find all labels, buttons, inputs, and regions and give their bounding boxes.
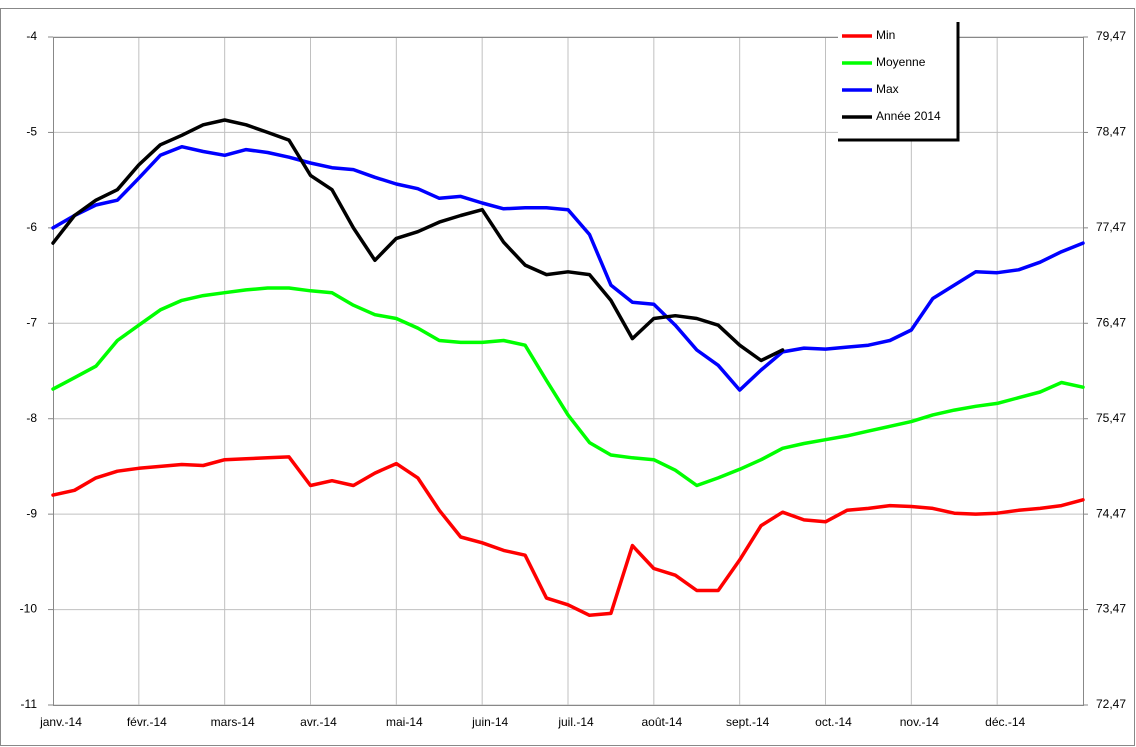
y-tick-label: -9 xyxy=(26,506,37,520)
y2-tick-label: 78,47 xyxy=(1096,125,1126,139)
x-tick-label: nov.-14 xyxy=(900,715,939,729)
x-tick-label: mai-14 xyxy=(386,715,423,729)
series-line xyxy=(51,144,1085,392)
y2-tick-label: 75,47 xyxy=(1096,411,1126,425)
x-tick-label: janv.-14 xyxy=(39,715,82,729)
x-tick-label: oct.-14 xyxy=(815,715,852,729)
series-line xyxy=(51,455,1085,618)
y2-tick-label: 74,47 xyxy=(1096,506,1126,520)
legend-label: Min xyxy=(876,28,895,42)
y-tick-label: -8 xyxy=(26,411,37,425)
x-tick-label: sept.-14 xyxy=(726,715,770,729)
x-tick-label: août-14 xyxy=(641,715,682,729)
plot-frame xyxy=(53,37,1084,706)
y2-tick-label: 72,47 xyxy=(1096,697,1126,711)
legend-label: Max xyxy=(876,82,899,96)
x-tick-label: févr.-14 xyxy=(127,715,167,729)
y2-tick-label: 79,47 xyxy=(1096,29,1126,43)
series-line xyxy=(51,118,785,363)
legend-label: Année 2014 xyxy=(876,109,941,123)
y2-tick-label: 73,47 xyxy=(1096,602,1126,616)
y-tick-label: -4 xyxy=(26,29,37,43)
y-tick-label: -10 xyxy=(20,602,38,616)
x-tick-label: juil.-14 xyxy=(557,715,594,729)
y-tick-label: -11 xyxy=(21,697,38,711)
y-tick-label: -6 xyxy=(26,220,37,234)
x-tick-label: déc.-14 xyxy=(985,715,1025,729)
y-tick-label: -5 xyxy=(26,125,37,139)
x-tick-label: mars-14 xyxy=(211,715,255,729)
legend-shadow xyxy=(838,22,960,142)
x-tick-label: juin-14 xyxy=(471,715,508,729)
y2-tick-label: 76,47 xyxy=(1096,315,1126,329)
legend-box xyxy=(838,22,958,140)
series-line xyxy=(51,286,1085,488)
x-tick-label: avr.-14 xyxy=(300,715,337,729)
y2-tick-label: 77,47 xyxy=(1096,220,1126,234)
y-tick-label: -7 xyxy=(26,315,37,329)
legend-label: Moyenne xyxy=(876,55,926,69)
